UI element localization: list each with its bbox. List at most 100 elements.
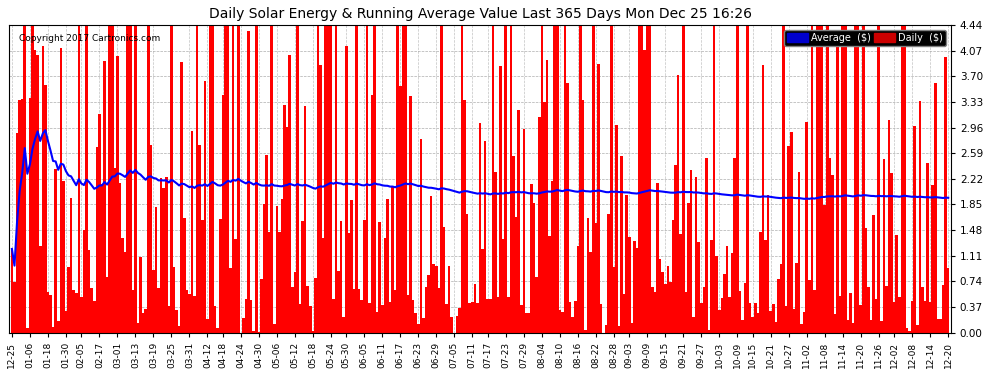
Bar — [476, 303, 479, 333]
Bar — [330, 25, 333, 333]
Bar — [412, 300, 415, 333]
Bar — [265, 155, 268, 333]
Bar — [142, 314, 145, 333]
Bar — [167, 306, 170, 333]
Bar — [59, 48, 62, 333]
Bar — [460, 25, 463, 333]
Bar — [124, 252, 127, 333]
Bar — [54, 169, 57, 333]
Bar — [47, 292, 50, 333]
Bar — [132, 290, 134, 333]
Bar — [309, 306, 312, 333]
Bar — [29, 98, 32, 333]
Bar — [553, 25, 556, 333]
Bar — [222, 96, 224, 333]
Bar — [743, 283, 746, 333]
Bar — [877, 25, 880, 333]
Bar — [628, 237, 631, 333]
Bar — [473, 284, 476, 333]
Bar — [85, 25, 88, 333]
Bar — [291, 287, 294, 333]
Bar — [946, 268, 949, 333]
Bar — [407, 295, 409, 333]
Bar — [692, 317, 695, 333]
Bar — [636, 248, 639, 333]
Bar — [386, 199, 389, 333]
Bar — [785, 306, 787, 333]
Bar — [232, 25, 235, 333]
Bar — [37, 56, 39, 333]
Bar — [201, 220, 204, 333]
Bar — [352, 289, 355, 333]
Bar — [301, 221, 304, 333]
Bar — [916, 325, 919, 333]
Bar — [713, 25, 716, 333]
Bar — [767, 195, 769, 333]
Bar — [515, 217, 518, 333]
Bar — [587, 218, 589, 333]
Bar — [499, 66, 502, 333]
Bar — [492, 25, 494, 333]
Bar — [72, 290, 75, 333]
Bar — [93, 300, 95, 333]
Bar — [211, 25, 214, 333]
Bar — [648, 25, 651, 333]
Bar — [726, 246, 729, 333]
Title: Daily Solar Energy & Running Average Value Last 365 Days Mon Dec 25 16:26: Daily Solar Energy & Running Average Val… — [209, 7, 751, 21]
Bar — [550, 182, 553, 333]
Bar — [346, 46, 347, 333]
Bar — [790, 132, 793, 333]
Bar — [75, 293, 77, 333]
Bar — [389, 302, 391, 333]
Bar — [533, 203, 536, 333]
Bar — [924, 301, 927, 333]
Bar — [455, 316, 458, 333]
Bar — [661, 272, 664, 333]
Bar — [893, 302, 896, 333]
Bar — [355, 25, 357, 333]
Bar — [399, 86, 402, 333]
Bar — [561, 312, 563, 333]
Bar — [165, 177, 167, 333]
Bar — [816, 25, 819, 333]
Bar — [824, 206, 826, 333]
Bar — [684, 292, 687, 333]
Bar — [690, 170, 692, 333]
Bar — [217, 328, 219, 333]
Bar — [697, 242, 700, 333]
Legend: Average  ($), Daily  ($): Average ($), Daily ($) — [784, 30, 945, 46]
Bar — [67, 267, 70, 333]
Bar — [172, 267, 175, 333]
Bar — [723, 274, 726, 333]
Bar — [903, 25, 906, 333]
Bar — [119, 183, 121, 333]
Bar — [188, 294, 191, 333]
Bar — [748, 303, 751, 333]
Bar — [95, 147, 98, 333]
Bar — [759, 232, 761, 333]
Bar — [911, 301, 914, 333]
Bar — [204, 81, 206, 333]
Bar — [510, 25, 512, 333]
Bar — [919, 101, 922, 333]
Bar — [525, 314, 528, 333]
Bar — [582, 100, 584, 333]
Bar — [592, 25, 595, 333]
Bar — [859, 304, 862, 333]
Bar — [940, 319, 941, 333]
Bar — [394, 290, 396, 333]
Bar — [906, 328, 909, 333]
Bar — [260, 279, 262, 333]
Bar — [872, 215, 875, 333]
Bar — [941, 285, 944, 333]
Bar — [447, 266, 450, 333]
Bar — [39, 246, 42, 333]
Bar — [658, 260, 661, 333]
Bar — [227, 25, 230, 333]
Bar — [219, 219, 222, 333]
Bar — [162, 188, 165, 333]
Bar — [780, 264, 782, 333]
Bar — [937, 319, 940, 333]
Bar — [769, 311, 772, 333]
Bar — [428, 275, 430, 333]
